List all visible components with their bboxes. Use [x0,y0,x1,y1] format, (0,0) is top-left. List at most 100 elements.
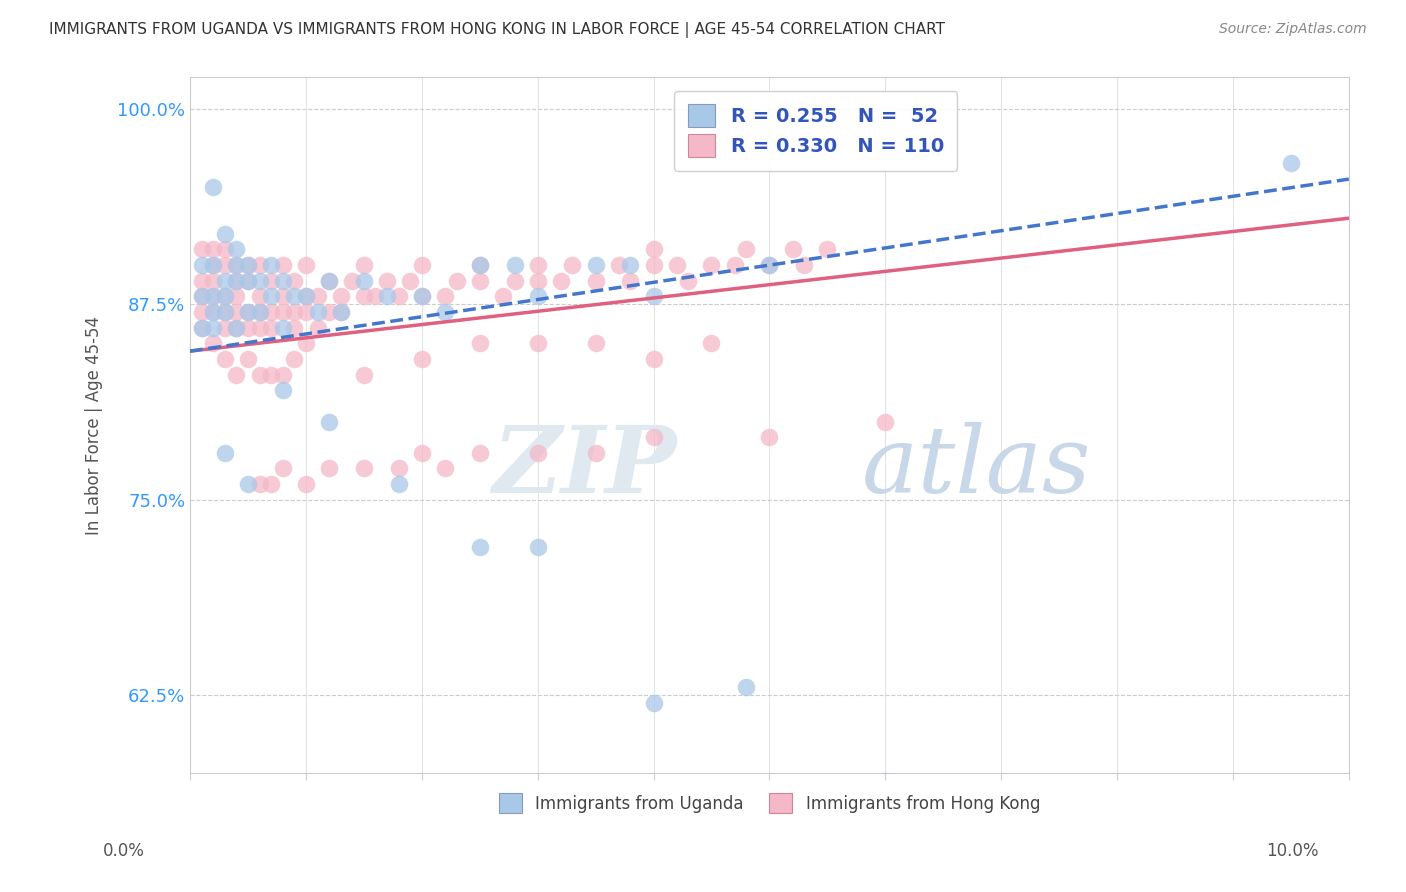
Point [249,305,271,319]
Point [433,461,456,475]
Point [585,336,607,351]
Point [214,305,236,319]
Point [260,289,283,303]
Point [249,477,271,491]
Text: 10.0%: 10.0% [1267,842,1319,860]
Point [260,368,283,382]
Point [214,258,236,272]
Point [411,289,433,303]
Point [271,461,294,475]
Point [735,243,758,257]
Point [271,305,294,319]
Point [550,274,572,288]
Point [214,320,236,334]
Point [225,289,247,303]
Point [225,274,247,288]
Point [202,336,225,351]
Point [329,289,352,303]
Point [585,446,607,460]
Point [202,180,225,194]
Point [643,289,665,303]
Point [236,258,259,272]
Point [260,477,283,491]
Point [214,274,236,288]
Point [468,258,491,272]
Point [190,274,212,288]
Point [724,258,747,272]
Point [271,289,294,303]
Point [249,289,271,303]
Point [758,258,780,272]
Point [619,258,641,272]
Point [433,289,456,303]
Point [225,305,247,319]
Point [735,681,758,695]
Point [295,289,318,303]
Point [236,274,259,288]
Point [318,461,340,475]
Point [260,274,283,288]
Point [643,243,665,257]
Point [214,446,236,460]
Text: ZIP: ZIP [492,422,676,512]
Point [468,540,491,554]
Point [375,274,398,288]
Point [236,305,259,319]
Point [411,258,433,272]
Point [295,477,318,491]
Point [225,258,247,272]
Point [190,258,212,272]
Point [236,320,259,334]
Point [202,274,225,288]
Point [214,305,236,319]
Point [271,320,294,334]
Point [607,258,630,272]
Point [236,351,259,366]
Point [214,243,236,257]
Point [236,258,259,272]
Point [526,446,548,460]
Point [399,274,422,288]
Point [585,274,607,288]
Point [364,289,387,303]
Point [1279,156,1302,170]
Point [468,336,491,351]
Point [260,258,283,272]
Point [411,351,433,366]
Point [214,227,236,241]
Point [190,320,212,334]
Point [307,289,329,303]
Point [202,320,225,334]
Point [283,289,305,303]
Point [214,351,236,366]
Point [225,243,247,257]
Point [202,258,225,272]
Point [353,461,375,475]
Point [353,258,375,272]
Point [190,320,212,334]
Point [295,336,318,351]
Point [249,368,271,382]
Point [875,774,897,789]
Point [353,274,375,288]
Point [561,258,583,272]
Point [318,305,340,319]
Point [700,336,723,351]
Point [758,430,780,444]
Text: Source: ZipAtlas.com: Source: ZipAtlas.com [1219,22,1367,37]
Point [619,274,641,288]
Point [236,477,259,491]
Point [271,368,294,382]
Point [249,258,271,272]
Point [526,540,548,554]
Point [329,305,352,319]
Point [643,258,665,272]
Point [190,289,212,303]
Point [411,446,433,460]
Point [283,274,305,288]
Point [214,289,236,303]
Point [782,243,804,257]
Point [202,258,225,272]
Point [318,415,340,429]
Point [225,320,247,334]
